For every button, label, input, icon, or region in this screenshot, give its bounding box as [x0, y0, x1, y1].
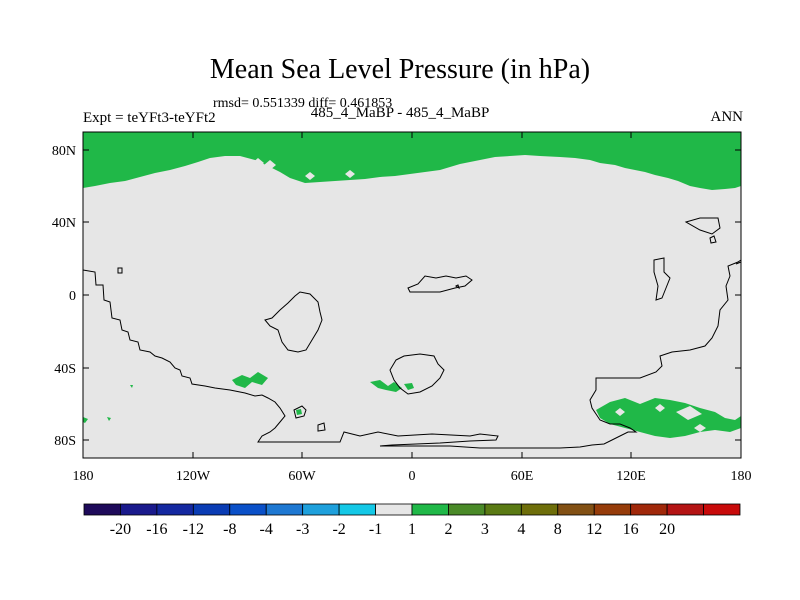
x-tick-label: 120E [616, 469, 646, 484]
colorbar-swatch [557, 503, 595, 516]
colorbar-swatch [120, 503, 158, 516]
colorbar-labels: -20 -16 -12 -8 -4 -3 -2 -1 1 2 3 4 8 12 16 20 [110, 521, 675, 538]
y-tick-label: 40S [54, 362, 76, 377]
colorbar-swatch [411, 503, 449, 516]
map-title: Mean Sea Level Pressure (in hPa) [209, 54, 591, 85]
colorbar-swatch [630, 503, 668, 516]
colorbar-swatch [484, 503, 522, 516]
colorbar [83, 503, 741, 516]
x-tick-labels: 180 120W 60W 0 60E 120E 180 [73, 469, 752, 484]
colorbar-swatch [338, 503, 376, 516]
colorbar-swatch [156, 503, 194, 516]
colorbar-label: 3 [481, 521, 489, 538]
colorbar-label: -8 [223, 521, 236, 538]
colorbar-label: 16 [623, 521, 639, 538]
colorbar-swatch [703, 503, 741, 516]
colorbar-label: -4 [260, 521, 273, 538]
colorbar-swatch [302, 503, 340, 516]
colorbar-label: -16 [146, 521, 167, 538]
season-label: ANN [710, 109, 744, 125]
colorbar-label: 12 [586, 521, 602, 538]
colorbar-label: -20 [110, 521, 131, 538]
x-tick-label: 0 [409, 469, 416, 484]
y-tick-label: 0 [69, 289, 76, 304]
colorbar-label: 20 [659, 521, 675, 538]
colorbar-label: 8 [554, 521, 562, 538]
x-tick-label: 180 [731, 469, 752, 484]
x-tick-label: 180 [73, 469, 94, 484]
colorbar-label: 1 [408, 521, 416, 538]
southern-patch-gaps [615, 404, 706, 432]
y-tick-label: 40N [52, 216, 76, 231]
colorbar-label: -3 [296, 521, 309, 538]
y-tick-labels: 80N 40N 0 40S 80S [52, 144, 76, 449]
arctic-band-gaps [252, 158, 355, 182]
colorbar-swatch [520, 503, 559, 516]
colorbar-label: -12 [183, 521, 204, 538]
colorbar-swatch [375, 503, 413, 516]
experiment-label: Expt = teYFt3-teYFt2 [83, 110, 216, 126]
stats-text: rmsd= 0.551339 diff= 0.461853 [213, 96, 393, 111]
colorbar-label: 4 [517, 521, 525, 538]
colorbar-label: 2 [444, 521, 452, 538]
colorbar-label: -2 [332, 521, 345, 538]
axis-ticks [82, 132, 742, 458]
colorbar-label: -1 [369, 521, 382, 538]
colorbar-swatch [229, 503, 267, 516]
y-tick-label: 80S [54, 434, 76, 449]
colorbar-swatch [666, 503, 704, 516]
y-tick-label: 80N [52, 144, 76, 159]
coastlines [82, 217, 742, 449]
colorbar-swatch [83, 503, 121, 516]
x-tick-label: 120W [176, 469, 211, 484]
subtitle: 485_4_MaBP - 485_4_MaBP [310, 105, 490, 121]
x-tick-label: 60W [288, 469, 316, 484]
arctic-anomaly-region [83, 132, 741, 190]
colorbar-swatch [593, 503, 632, 516]
colorbar-swatch [448, 503, 486, 516]
x-tick-label: 60E [511, 469, 534, 484]
colorbar-swatch [265, 503, 304, 516]
colorbar-swatch [192, 503, 231, 516]
